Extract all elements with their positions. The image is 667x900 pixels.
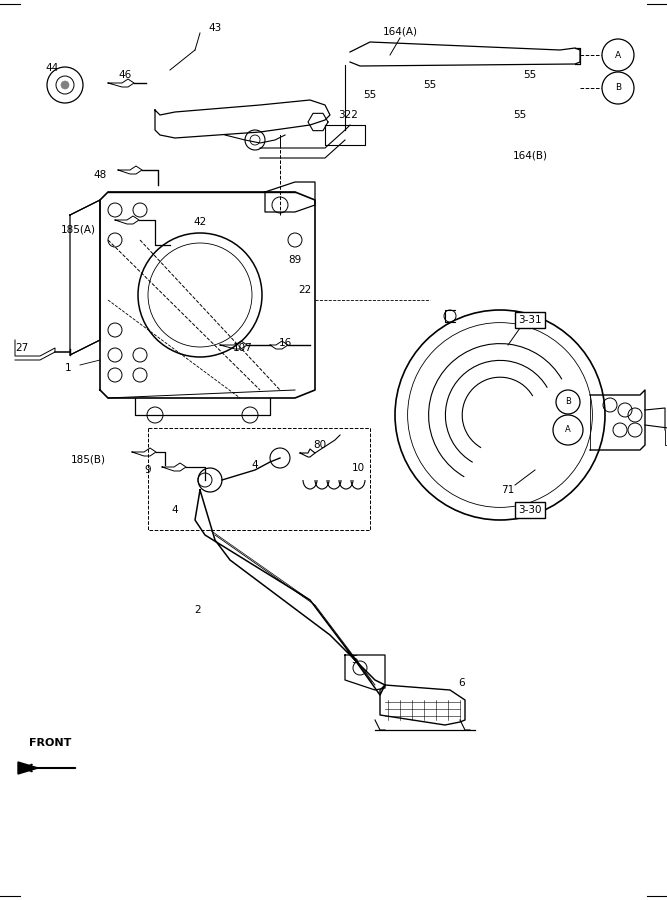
Text: 185(A): 185(A)	[61, 225, 95, 235]
Text: B: B	[615, 84, 621, 93]
Text: 4: 4	[171, 505, 178, 515]
Text: 44: 44	[45, 63, 59, 73]
Text: B: B	[565, 398, 571, 407]
Text: A: A	[565, 426, 571, 435]
Text: 3-31: 3-31	[518, 315, 542, 325]
Text: 80: 80	[313, 440, 327, 450]
Text: 55: 55	[514, 110, 527, 120]
Text: 185(B): 185(B)	[71, 455, 105, 465]
Text: 164(A): 164(A)	[382, 27, 418, 37]
Text: 43: 43	[208, 23, 221, 33]
Text: 3-30: 3-30	[518, 505, 542, 515]
Text: 55: 55	[424, 80, 437, 90]
Text: 16: 16	[278, 338, 291, 348]
Text: 6: 6	[459, 678, 466, 688]
Text: 107: 107	[233, 343, 253, 353]
Text: 322: 322	[338, 110, 358, 120]
Text: 48: 48	[93, 170, 107, 180]
Text: 46: 46	[118, 70, 131, 80]
Text: 27: 27	[15, 343, 29, 353]
Text: 1: 1	[65, 363, 71, 373]
Circle shape	[61, 81, 69, 89]
Text: 42: 42	[193, 217, 207, 227]
Text: FRONT: FRONT	[29, 738, 71, 748]
Text: 55: 55	[364, 90, 377, 100]
Text: 22: 22	[298, 285, 311, 295]
Text: 71: 71	[502, 485, 515, 495]
Text: 89: 89	[288, 255, 301, 265]
Polygon shape	[18, 762, 38, 774]
Text: 2: 2	[195, 605, 201, 615]
Text: A: A	[615, 50, 621, 59]
Text: 55: 55	[524, 70, 537, 80]
Text: 164(B): 164(B)	[512, 150, 548, 160]
Text: 10: 10	[352, 463, 365, 473]
Text: 9: 9	[145, 465, 151, 475]
Text: 4: 4	[251, 460, 258, 470]
Text: 5: 5	[352, 655, 358, 665]
